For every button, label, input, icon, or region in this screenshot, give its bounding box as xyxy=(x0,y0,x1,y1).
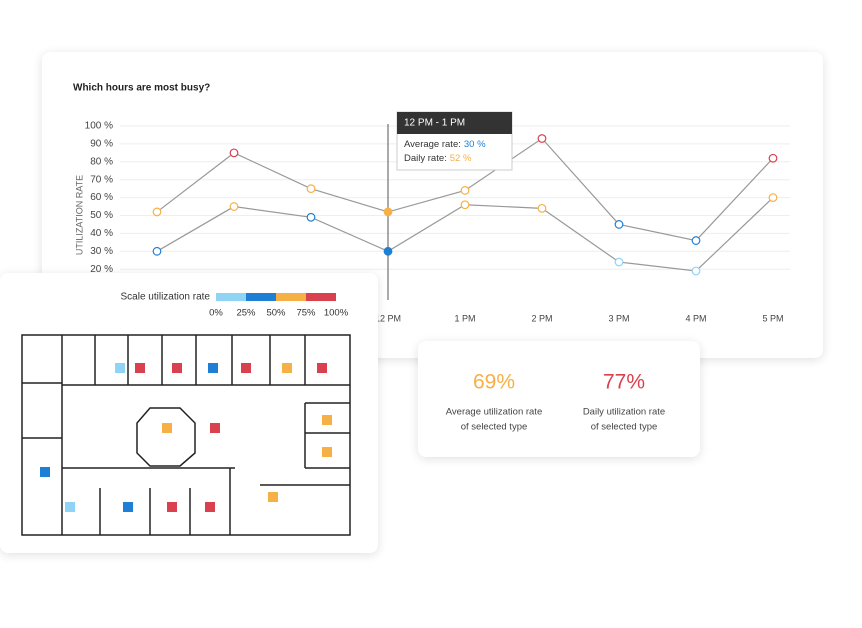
data-point xyxy=(537,134,547,143)
data-point xyxy=(306,184,316,194)
y-tick-label: 20 % xyxy=(90,264,113,275)
data-point xyxy=(537,203,547,213)
kpi-value: 77% xyxy=(603,371,645,394)
data-point xyxy=(383,207,393,217)
scale-swatch xyxy=(306,293,336,301)
scale-swatch xyxy=(216,293,246,301)
kpi-panel: 69% Average utilization rate of selected t… xyxy=(446,371,665,433)
data-point xyxy=(691,266,701,276)
x-tick-label: 4 PM xyxy=(685,313,706,323)
scale-label: 75% xyxy=(296,308,316,319)
scale-swatch xyxy=(246,293,276,301)
tooltip-row: Average rate: 30 % xyxy=(404,139,486,150)
y-tick-label: 60 % xyxy=(90,192,113,203)
walls xyxy=(21,334,351,536)
x-tick-label: 1 PM xyxy=(454,313,475,323)
y-tick-label: 40 % xyxy=(90,228,113,239)
x-tick-label: 12 PM xyxy=(375,313,401,323)
kpi-label: Daily utilization rate xyxy=(583,407,665,418)
chart-title: Which hours are most busy? xyxy=(73,83,210,94)
tooltip-header xyxy=(397,112,512,134)
floor-plan: Scale utilization rate xyxy=(21,292,351,536)
scale-label: 0% xyxy=(209,308,223,319)
tooltip-label: Average rate: xyxy=(404,139,461,150)
data-point xyxy=(229,202,239,211)
floor-plan-card: Scale utilization rate xyxy=(0,273,378,553)
kpi-value: 69% xyxy=(473,371,515,394)
y-tick-label: 80 % xyxy=(90,156,113,167)
data-point xyxy=(768,193,778,203)
data-point xyxy=(691,236,701,245)
y-tick-label: 50 % xyxy=(90,210,113,221)
tooltip-label: Daily rate: xyxy=(404,153,447,164)
scale-label: 100% xyxy=(324,308,349,319)
x-tick-label: 3 PM xyxy=(608,313,629,323)
data-point xyxy=(306,212,316,222)
y-tick-label: 30 % xyxy=(90,246,113,257)
data-point xyxy=(152,246,162,256)
tooltip-value: 52 % xyxy=(450,153,472,164)
kpi-card: 69% Average utilization rate of selected t… xyxy=(418,341,700,457)
y-axis-label: UTILIZATION RATE xyxy=(74,175,84,255)
data-point xyxy=(460,200,470,210)
data-point xyxy=(460,186,470,195)
data-point xyxy=(229,148,239,158)
kpi-label: of selected type xyxy=(591,422,658,433)
kpi-label: of selected type xyxy=(461,422,528,433)
scale-label: 50% xyxy=(266,308,286,319)
x-tick-label: 2 PM xyxy=(531,313,552,323)
y-tick-label: 90 % xyxy=(90,139,113,150)
y-tick-label: 100 % xyxy=(85,121,113,132)
scale-label: 25% xyxy=(236,308,256,319)
data-point xyxy=(152,207,162,217)
data-point xyxy=(383,246,393,256)
x-tick-label: 5 PM xyxy=(762,313,783,323)
tooltip-title: 12 PM - 1 PM xyxy=(404,118,465,129)
tooltip-value: 30 % xyxy=(464,139,486,150)
kpi-label: Average utilization rate xyxy=(446,407,542,418)
scale-swatch xyxy=(276,293,306,301)
scale-title: Scale utilization rate xyxy=(121,292,211,303)
tooltip-row: Daily rate: 52 % xyxy=(404,153,472,164)
y-tick-label: 70 % xyxy=(90,174,113,185)
utilization-markers xyxy=(40,363,332,512)
data-point xyxy=(614,257,624,267)
data-point xyxy=(614,220,624,229)
data-point xyxy=(768,153,778,163)
